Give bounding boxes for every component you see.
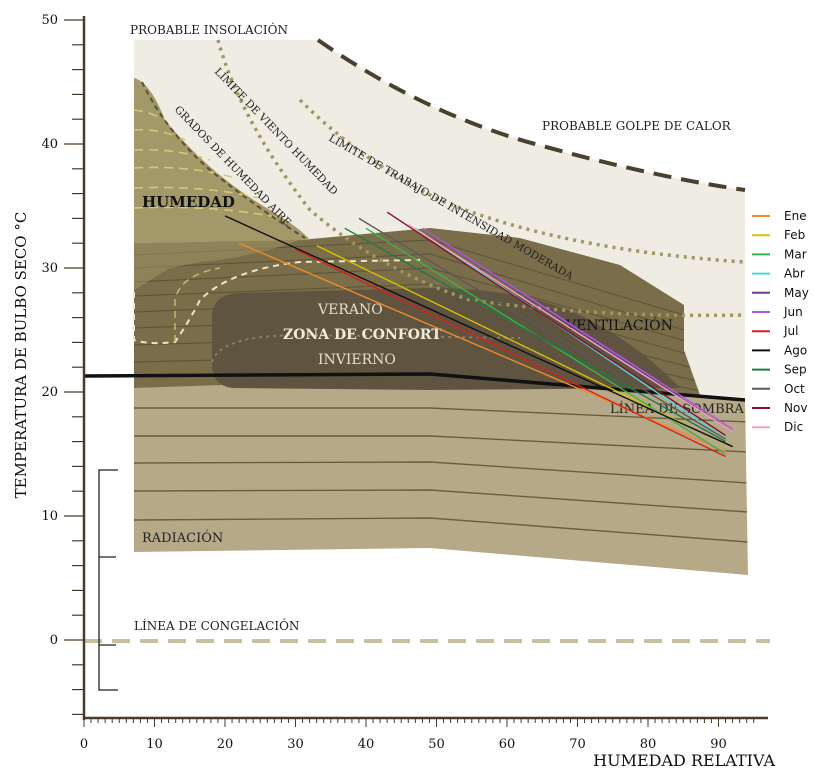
legend-item-jun: Jun [752,305,803,319]
legend-item-ene: Ene [752,209,807,223]
y-tick-label: 50 [41,13,58,28]
legend-item-oct: Oct [752,382,805,396]
radiation-bracket [98,469,118,691]
x-tick-label: 70 [569,737,586,752]
y-tick-label: 10 [41,509,58,524]
y-tick-label: 40 [41,137,58,152]
y-axis [64,16,86,720]
label-winter: INVIERNO [318,352,396,368]
legend-item-dic: Dic [752,420,803,434]
legend-item-nov: Nov [752,401,807,415]
label-insolation: PROBABLE INSOLACIÓN [130,21,288,37]
legend-label: Jun [783,305,803,319]
x-tick-label: 50 [428,737,445,752]
insolation-zone [134,40,745,400]
legend-label: Mar [784,247,807,261]
humidity-zone-lower [134,240,300,290]
legend-label: Nov [784,401,807,415]
legend-label: Dic [784,420,803,434]
x-tick-label: 20 [217,737,234,752]
monthly-series [224,211,733,458]
x-tick-label: 60 [499,737,516,752]
legend-item-may: May [752,286,809,300]
series-line-jun [422,227,733,430]
y-tick-label: 30 [41,261,58,276]
label-radiation: RADIACIÓN [142,529,223,546]
y-axis-label: TEMPERATURA DE BULBO SECO °C [12,212,30,499]
series-line-ago [224,215,733,448]
x-tick-label: 80 [640,737,657,752]
series-line-oct [358,217,726,440]
label-heat-stroke: PROBABLE GOLPE DE CALOR [542,119,732,133]
label-humidity: HUMEDAD [142,193,235,211]
legend-item-feb: Feb [752,228,805,242]
wind-humidity-limit [216,39,746,318]
series-line-nov [386,211,726,436]
humidity-zone [134,78,310,243]
legend-item-mar: Mar [752,247,807,261]
legend-label: Jul [783,324,798,338]
x-tick-label: 90 [710,737,727,752]
legend-label: Oct [784,382,805,396]
legend-label: Sep [784,363,807,377]
legend: Ene Feb Mar Abr May Jun Jul Ago Sep Oct Nov Dic [752,209,809,434]
legend-label: Ene [784,209,807,223]
x-axis [83,716,768,727]
x-tick-label: 30 [287,737,304,752]
legend-label: Feb [784,228,805,242]
legend-item-abr: Abr [752,267,805,281]
legend-label: Abr [784,267,805,281]
label-ventilation: VENTILACIÓN [565,316,673,334]
x-axis-label: HUMEDAD RELATIVA [593,751,775,770]
x-tick-label: 0 [80,737,88,752]
y-tick-label: 20 [41,385,58,400]
label-comfort-zone: ZONA DE CONFORT [283,327,442,343]
series-line-sep [344,227,726,443]
radiation-zone [134,378,748,575]
legend-item-sep: Sep [752,363,807,377]
legend-item-jul: Jul [752,324,798,338]
series-line-dic [407,224,733,433]
y-tick-label: 0 [50,633,58,648]
label-summer: VERANO [317,302,383,318]
x-tick-label: 10 [146,737,163,752]
heat-stroke-line [316,38,746,192]
legend-label: Ago [784,343,807,357]
legend-item-ago: Ago [752,343,807,357]
x-tick-label: 40 [358,737,375,752]
series-line-jul [295,248,726,458]
legend-label: May [784,286,809,300]
label-freezing: LÍNEA DE CONGELACIÓN [134,617,299,633]
shade-line [83,372,746,402]
